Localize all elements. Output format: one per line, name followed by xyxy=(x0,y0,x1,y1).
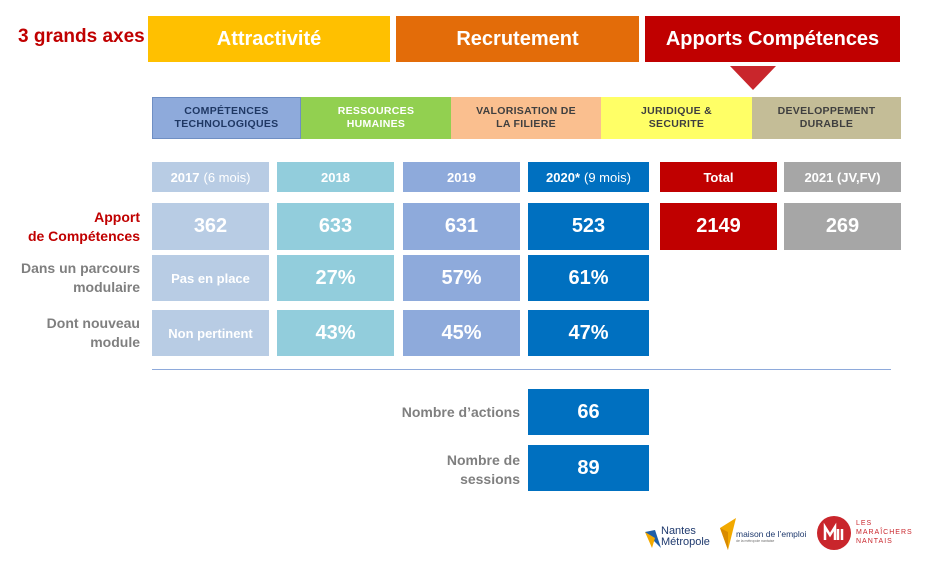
nantes-metropole-logo: Nantes Métropole xyxy=(645,524,715,554)
cell-parcours-2018: 27% xyxy=(277,255,394,301)
cell-nouveau-2020: 47% xyxy=(528,310,649,356)
stat-value-actions: 66 xyxy=(528,389,649,435)
category-line: TECHNOLOGIQUES xyxy=(174,118,279,130)
cell-apport-2017: 362 xyxy=(152,203,269,250)
category-line: LA FILIERE xyxy=(496,118,556,130)
category-line: SECURITE xyxy=(648,118,705,130)
year-header-2020: 2020* (9 mois) xyxy=(528,162,649,192)
axis-recrutement: Recrutement xyxy=(396,16,639,62)
cell-nouveau-2018: 43% xyxy=(277,310,394,356)
maison-emploi-name: maison de l’emploi xyxy=(736,529,807,539)
cell-2021: 269 xyxy=(784,203,901,250)
year-header-2019: 2019 xyxy=(403,162,520,192)
cell-nouveau-2017: Non pertinent xyxy=(152,310,269,356)
down-arrow-icon xyxy=(730,66,776,90)
year-header-2017: 2017 (6 mois) xyxy=(152,162,269,192)
cell-parcours-2019: 57% xyxy=(403,255,520,301)
row-label-parcours: Dans un parcours modulaire xyxy=(21,259,140,297)
axis-attractivite: Attractivité xyxy=(148,16,390,62)
maraichers-line: MARAÎCHERS xyxy=(856,529,913,536)
row-label-line: module xyxy=(90,334,140,350)
page-title: 3 grands axes xyxy=(18,26,145,47)
row-label-line: Dont nouveau xyxy=(46,315,140,331)
year-label: 2019 xyxy=(447,169,476,185)
maison-emploi-icon xyxy=(720,518,736,550)
row-label-line: Dans un parcours xyxy=(20,260,140,276)
year-label: 2018 xyxy=(321,169,350,185)
category-line: HUMAINES xyxy=(346,118,406,130)
nantes-line: Métropole xyxy=(661,536,710,548)
maraichers-nantais-logo: LES MARAÎCHERS NANTAIS xyxy=(816,514,916,554)
stat-value-sessions: 89 xyxy=(528,445,649,491)
category-juridique-securite: JURIDIQUE & SECURITE xyxy=(601,97,752,139)
stat-label-line: Nombre d’actions xyxy=(401,404,520,420)
category-developpement-durable: DEVELOPPEMENT DURABLE xyxy=(752,97,901,139)
stat-label-line: Nombre de xyxy=(446,452,520,468)
cell-apport-2019: 631 xyxy=(403,203,520,250)
category-line: RESSOURCES xyxy=(337,105,415,117)
maraichers-line: NANTAIS xyxy=(856,538,893,545)
row-label-apport: Apport de Compétences xyxy=(28,208,140,246)
category-line: COMPÉTENCES xyxy=(184,105,269,117)
divider xyxy=(152,369,891,370)
row-label-line: Apport xyxy=(94,209,140,225)
maraichers-line: LES xyxy=(856,520,873,527)
row-label-nouveau-module: Dont nouveau module xyxy=(47,314,140,352)
stat-label-sessions: Nombre de sessions xyxy=(360,451,520,489)
category-ressources-humaines: RESSOURCES HUMAINES xyxy=(301,97,451,139)
maison-emploi-sub: de la métropole nantaise xyxy=(736,539,775,543)
cell-nouveau-2019: 45% xyxy=(403,310,520,356)
year-note: (6 mois) xyxy=(203,169,251,185)
year-note: (9 mois) xyxy=(584,169,631,185)
category-competences-technologiques: COMPÉTENCES TECHNOLOGIQUES xyxy=(152,97,301,139)
cell-parcours-2020: 61% xyxy=(528,255,649,301)
cell-parcours-2017: Pas en place xyxy=(152,255,269,301)
category-line: JURIDIQUE & xyxy=(641,105,712,117)
category-line: DURABLE xyxy=(799,118,854,130)
category-line: VALORISATION DE xyxy=(476,105,576,117)
stat-label-actions: Nombre d’actions xyxy=(360,403,520,422)
row-label-line: modulaire xyxy=(73,279,140,295)
nantes-metropole-icon xyxy=(645,530,661,548)
year-label: 2017 xyxy=(170,169,200,185)
y2021-header: 2021 (JV,FV) xyxy=(784,162,901,192)
row-label-line: de Compétences xyxy=(27,228,140,244)
maison-emploi-logo: maison de l’emploi de la métropole nanta… xyxy=(718,518,808,552)
axis-apports-competences: Apports Compétences xyxy=(645,16,900,62)
stat-label-line: sessions xyxy=(460,471,520,487)
category-valorisation-filiere: VALORISATION DE LA FILIERE xyxy=(451,97,601,139)
year-header-2018: 2018 xyxy=(277,162,394,192)
maraichers-seal-icon xyxy=(817,516,851,550)
cell-apport-2018: 633 xyxy=(277,203,394,250)
cell-apport-2020: 523 xyxy=(528,203,649,250)
year-label: 2020* xyxy=(546,169,581,185)
nantes-line: Nantes xyxy=(661,525,696,537)
cell-total: 2149 xyxy=(660,203,777,250)
category-line: DEVELOPPEMENT xyxy=(777,105,876,117)
total-header: Total xyxy=(660,162,777,192)
